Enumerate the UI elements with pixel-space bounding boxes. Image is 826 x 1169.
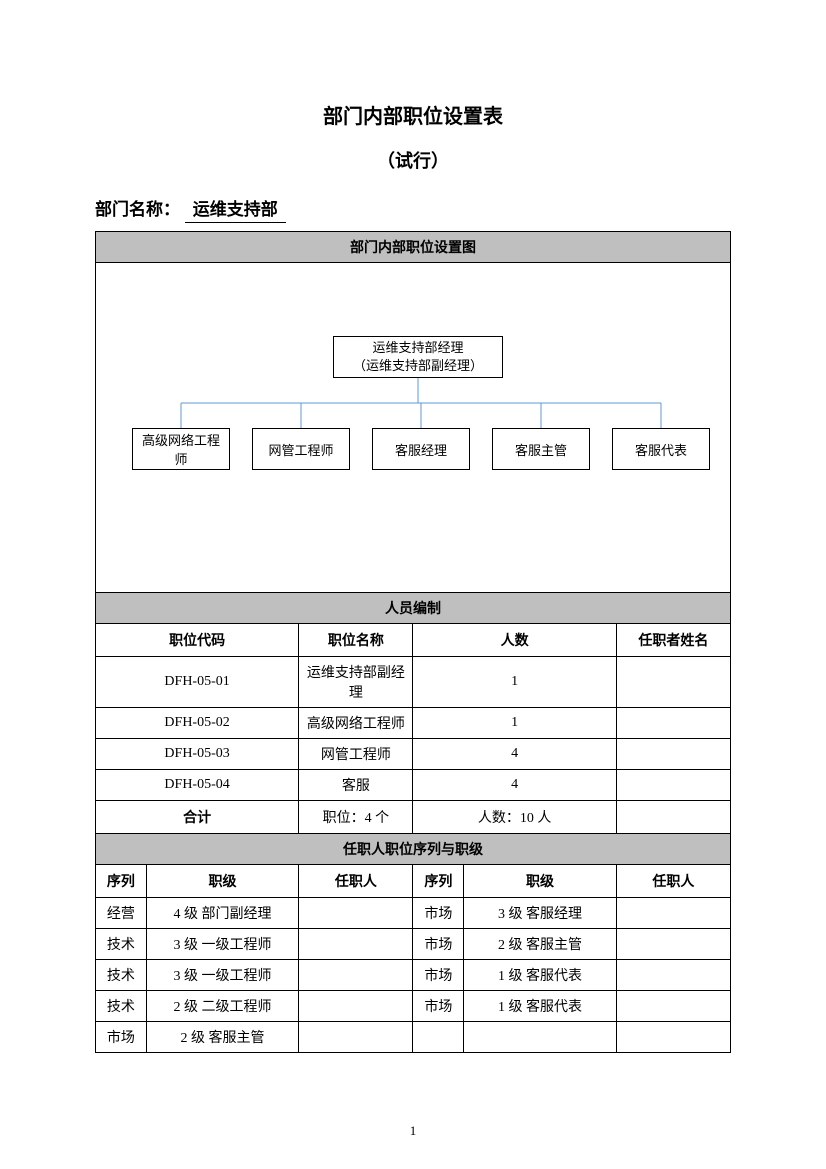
ranks-col-2: 任职人 bbox=[299, 865, 413, 898]
ranks-cell: 市场 bbox=[413, 960, 464, 991]
ranks-cell: 1 级 客服代表 bbox=[464, 991, 616, 1022]
ranks-cell bbox=[616, 960, 730, 991]
ranks-cell: 市场 bbox=[413, 929, 464, 960]
ranks-cell: 3 级 客服经理 bbox=[464, 898, 616, 929]
staffing-row: DFH-05-04客服4 bbox=[96, 770, 731, 801]
staffing-cell-name: 客服 bbox=[299, 770, 413, 801]
ranks-cell: 技术 bbox=[96, 991, 147, 1022]
staffing-cell-code: DFH-05-01 bbox=[96, 657, 299, 708]
ranks-cell bbox=[299, 929, 413, 960]
ranks-row: 市场2 级 客服主管 bbox=[96, 1022, 731, 1053]
staffing-cell-holder bbox=[616, 657, 730, 708]
ranks-cell bbox=[413, 1022, 464, 1053]
ranks-header-row: 序列 职级 任职人 序列 职级 任职人 bbox=[96, 865, 731, 898]
staffing-cell-name: 网管工程师 bbox=[299, 739, 413, 770]
staffing-total-empty bbox=[616, 801, 730, 834]
org-chart-container: 运维支持部经理 （运维支持部副经理） 高级网络工程师 网管工程师 客服经理 客服… bbox=[96, 263, 731, 593]
ranks-cell: 2 级 二级工程师 bbox=[146, 991, 298, 1022]
ranks-cell bbox=[616, 898, 730, 929]
staffing-cell-count: 4 bbox=[413, 739, 616, 770]
ranks-cell: 市场 bbox=[413, 991, 464, 1022]
ranks-cell: 1 级 客服代表 bbox=[464, 960, 616, 991]
staffing-col-count: 人数 bbox=[413, 624, 616, 657]
org-node-child-2: 网管工程师 bbox=[252, 428, 350, 470]
ranks-cell: 4 级 部门副经理 bbox=[146, 898, 298, 929]
ranks-cell bbox=[299, 991, 413, 1022]
staffing-total-count: 人数：10 人 bbox=[413, 801, 616, 834]
ranks-cell bbox=[616, 1022, 730, 1053]
staffing-row: DFH-05-02高级网络工程师1 bbox=[96, 708, 731, 739]
staffing-total-row: 合计 职位：4 个 人数：10 人 bbox=[96, 801, 731, 834]
ranks-cell: 市场 bbox=[413, 898, 464, 929]
section-ranks-title: 任职人职位序列与职级 bbox=[96, 834, 731, 865]
ranks-row: 技术3 级 一级工程师 市场2 级 客服主管 bbox=[96, 929, 731, 960]
section-org-title: 部门内部职位设置图 bbox=[96, 232, 731, 263]
staffing-total-label: 合计 bbox=[96, 801, 299, 834]
ranks-col-5: 任职人 bbox=[616, 865, 730, 898]
ranks-col-3: 序列 bbox=[413, 865, 464, 898]
ranks-col-1: 职级 bbox=[146, 865, 298, 898]
ranks-cell: 经营 bbox=[96, 898, 147, 929]
org-node-child-1: 高级网络工程师 bbox=[132, 428, 230, 470]
ranks-col-4: 职级 bbox=[464, 865, 616, 898]
main-table: 部门内部职位设置图 运维支持部经理 （运维支持部副经理） 高级网络工程师 bbox=[95, 231, 731, 1053]
staffing-cell-count: 4 bbox=[413, 770, 616, 801]
staffing-cell-holder bbox=[616, 739, 730, 770]
ranks-cell bbox=[616, 991, 730, 1022]
document-title: 部门内部职位设置表 bbox=[95, 100, 731, 129]
page-number: 1 bbox=[0, 1123, 826, 1139]
org-top-line1: 运维支持部经理 bbox=[372, 339, 463, 357]
ranks-cell bbox=[299, 1022, 413, 1053]
staffing-header-row: 职位代码 职位名称 人数 任职者姓名 bbox=[96, 624, 731, 657]
staffing-col-holder: 任职者姓名 bbox=[616, 624, 730, 657]
ranks-cell bbox=[464, 1022, 616, 1053]
dept-value: 运维支持部 bbox=[185, 195, 286, 223]
org-top-line2: （运维支持部副经理） bbox=[353, 357, 483, 375]
ranks-cell bbox=[299, 898, 413, 929]
staffing-col-name: 职位名称 bbox=[299, 624, 413, 657]
document-subtitle: （试行） bbox=[95, 147, 731, 173]
dept-label: 部门名称： bbox=[95, 200, 180, 219]
ranks-col-0: 序列 bbox=[96, 865, 147, 898]
ranks-cell bbox=[299, 960, 413, 991]
ranks-row: 经营4 级 部门副经理 市场3 级 客服经理 bbox=[96, 898, 731, 929]
dept-name-line: 部门名称： 运维支持部 bbox=[95, 195, 731, 223]
staffing-cell-code: DFH-05-02 bbox=[96, 708, 299, 739]
ranks-cell bbox=[616, 929, 730, 960]
ranks-cell: 技术 bbox=[96, 929, 147, 960]
ranks-row: 技术2 级 二级工程师 市场1 级 客服代表 bbox=[96, 991, 731, 1022]
ranks-cell: 技术 bbox=[96, 960, 147, 991]
staffing-row: DFH-05-01运维支持部副经理1 bbox=[96, 657, 731, 708]
ranks-cell: 2 级 客服主管 bbox=[464, 929, 616, 960]
staffing-cell-name: 运维支持部副经理 bbox=[299, 657, 413, 708]
ranks-cell: 2 级 客服主管 bbox=[146, 1022, 298, 1053]
staffing-cell-holder bbox=[616, 708, 730, 739]
staffing-col-code: 职位代码 bbox=[96, 624, 299, 657]
staffing-row: DFH-05-03网管工程师4 bbox=[96, 739, 731, 770]
staffing-cell-code: DFH-05-04 bbox=[96, 770, 299, 801]
staffing-cell-holder bbox=[616, 770, 730, 801]
staffing-total-positions: 职位：4 个 bbox=[299, 801, 413, 834]
org-node-child-4: 客服主管 bbox=[492, 428, 590, 470]
org-node-child-3: 客服经理 bbox=[372, 428, 470, 470]
staffing-cell-count: 1 bbox=[413, 708, 616, 739]
org-node-top: 运维支持部经理 （运维支持部副经理） bbox=[333, 336, 503, 378]
staffing-cell-count: 1 bbox=[413, 657, 616, 708]
ranks-cell: 3 级 一级工程师 bbox=[146, 960, 298, 991]
ranks-cell: 3 级 一级工程师 bbox=[146, 929, 298, 960]
org-node-child-5: 客服代表 bbox=[612, 428, 710, 470]
staffing-cell-name: 高级网络工程师 bbox=[299, 708, 413, 739]
ranks-row: 技术3 级 一级工程师 市场1 级 客服代表 bbox=[96, 960, 731, 991]
ranks-cell: 市场 bbox=[96, 1022, 147, 1053]
staffing-cell-code: DFH-05-03 bbox=[96, 739, 299, 770]
